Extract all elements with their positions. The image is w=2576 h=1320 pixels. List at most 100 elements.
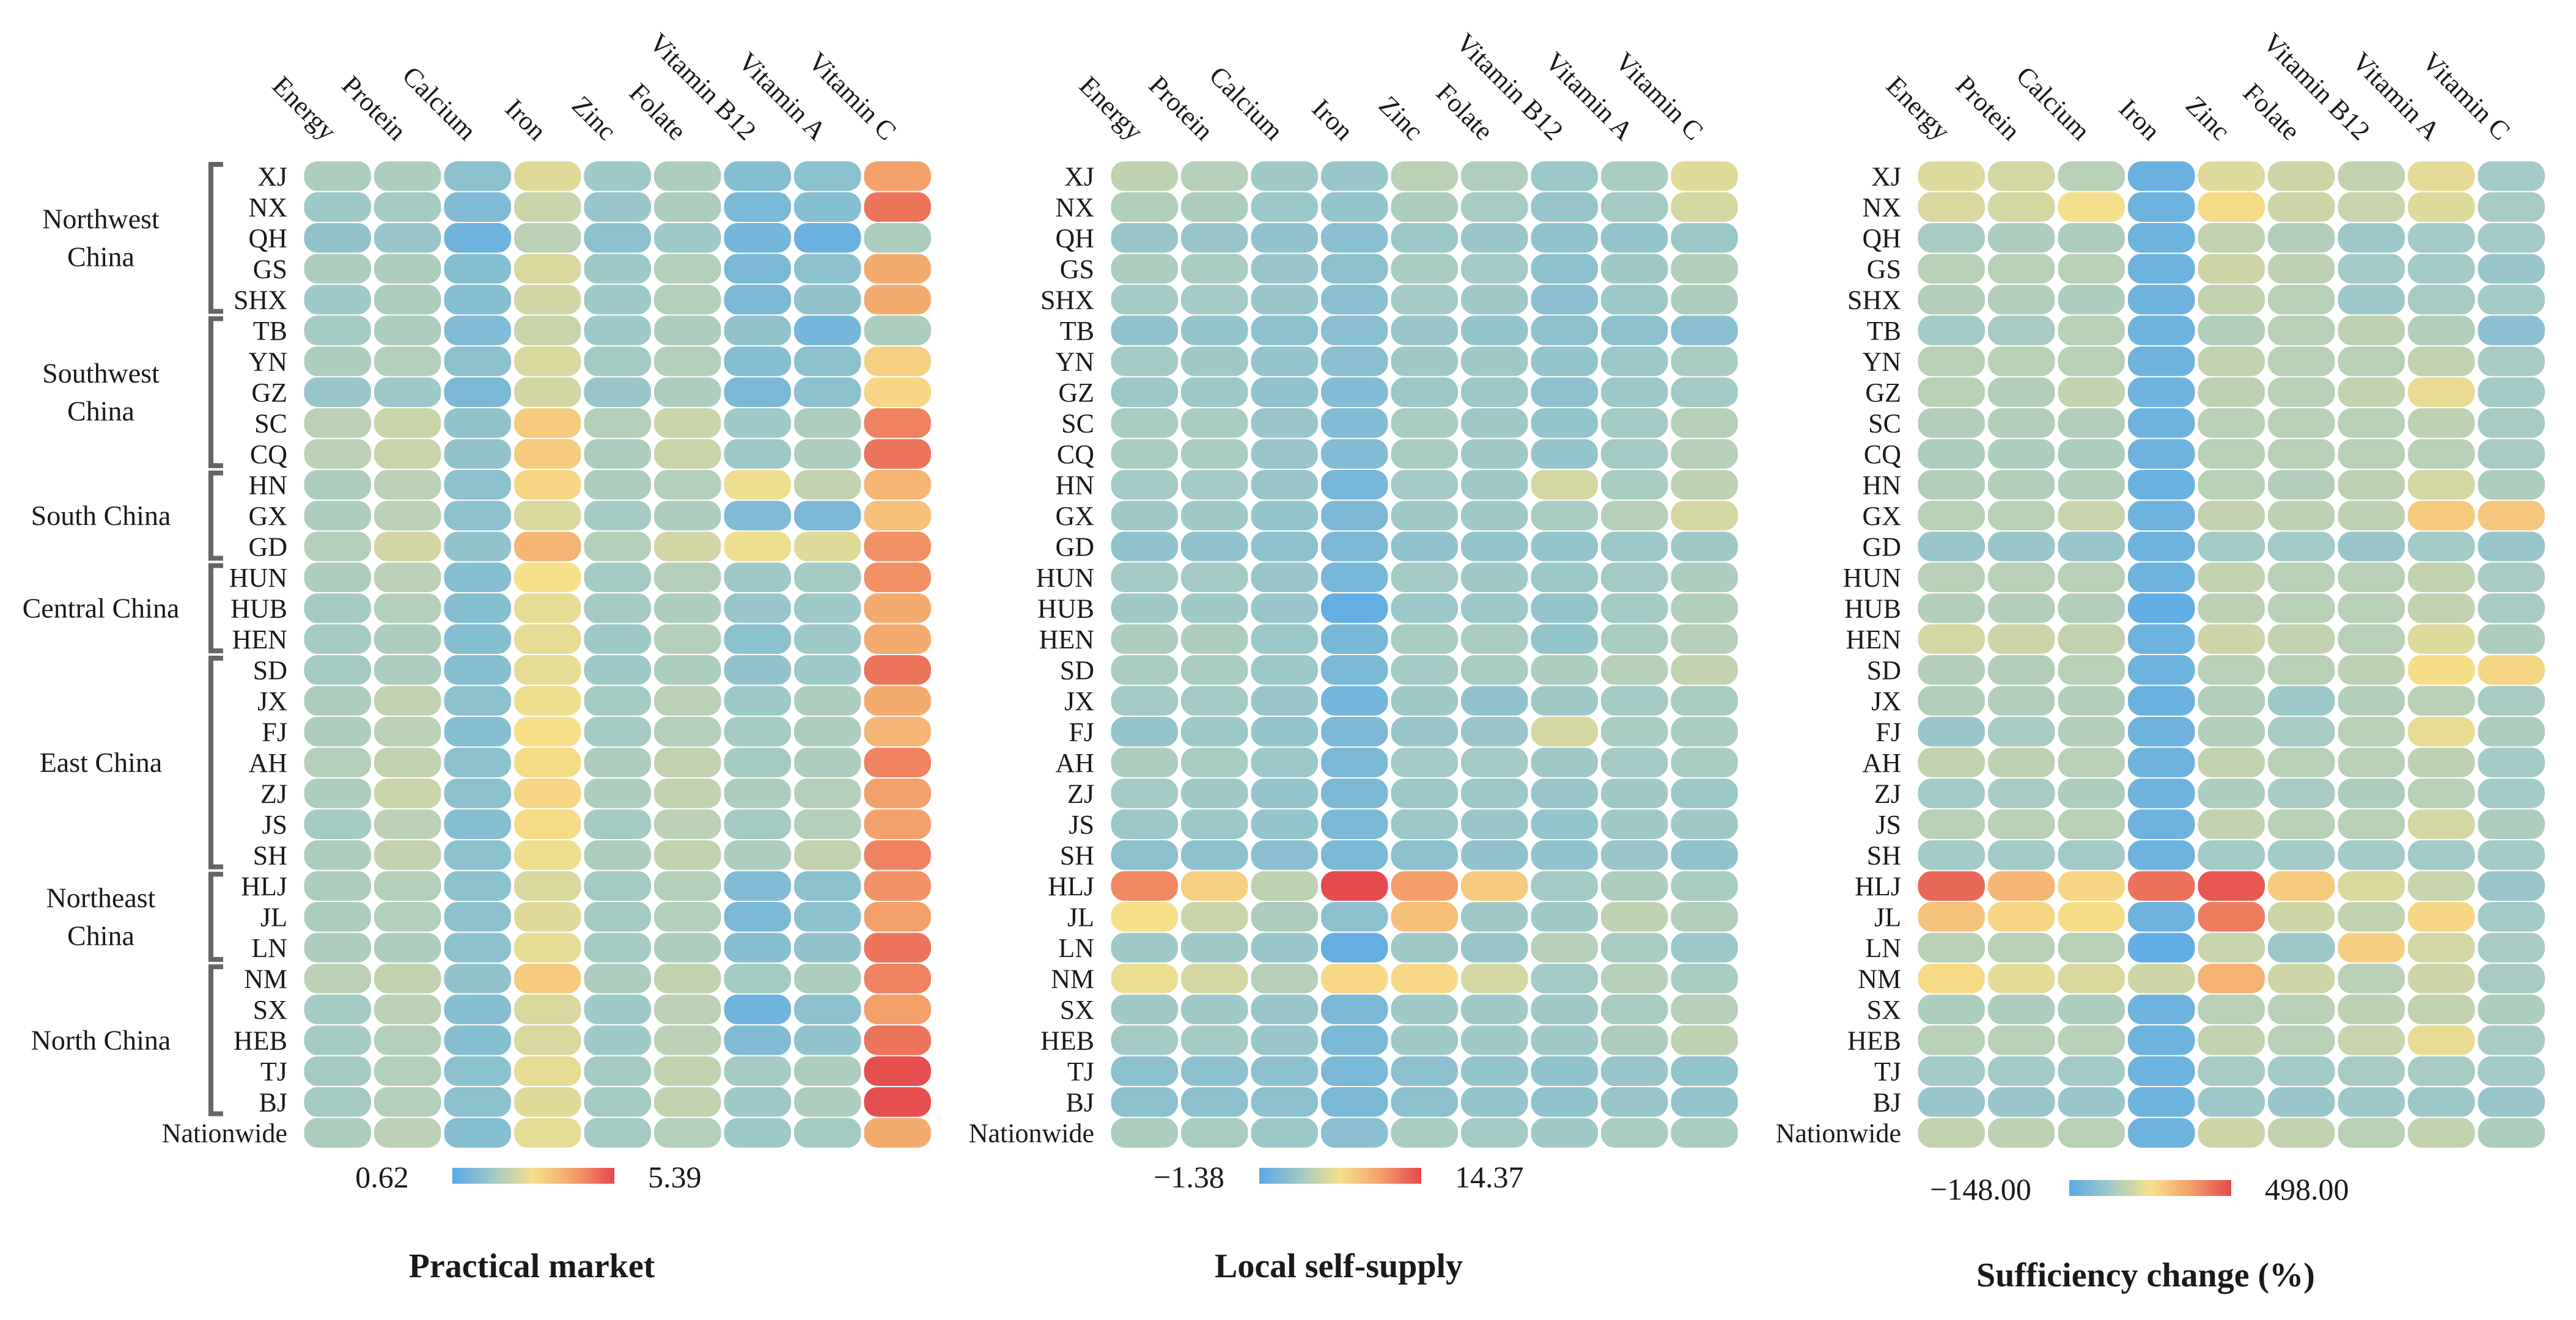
heatmap-cell	[1671, 532, 1738, 562]
heatmap-cell	[2478, 994, 2545, 1024]
heatmap-cell	[1321, 624, 1388, 654]
row-label: YN	[248, 346, 287, 376]
heatmap-cell	[1988, 871, 2055, 901]
heatmap-cell	[304, 501, 371, 530]
heatmap-cell	[304, 562, 371, 592]
heatmap-cell	[724, 346, 791, 376]
heatmap-cell	[2198, 161, 2265, 191]
row-label: NM	[244, 964, 287, 994]
heatmap-cell	[1181, 439, 1248, 469]
heatmap-cell	[1321, 871, 1388, 901]
heatmap-cell	[374, 346, 441, 376]
heatmap-cell	[1671, 1087, 1738, 1117]
heatmap-cell	[2338, 532, 2405, 562]
heatmap-cell	[1391, 840, 1458, 870]
heatmap-cell	[2338, 501, 2405, 530]
heatmap-cell	[794, 1118, 861, 1148]
heatmap-cell	[444, 285, 511, 315]
heatmap-cell	[2128, 377, 2195, 407]
heatmap-cell	[304, 994, 371, 1024]
heatmap-cell	[444, 902, 511, 932]
row-label: SX	[253, 995, 287, 1025]
heatmap-cell	[1111, 346, 1178, 376]
heatmap-cell	[1988, 994, 2055, 1024]
heatmap-cell	[1251, 192, 1318, 222]
heatmap-cell	[1918, 377, 1985, 407]
heatmap-cell	[1391, 346, 1458, 376]
heatmap-cell	[2128, 223, 2195, 253]
heatmap-cell	[584, 346, 651, 376]
heatmap-cell	[2128, 964, 2195, 994]
heatmap-cell	[2058, 192, 2125, 222]
heatmap-cell	[654, 686, 721, 716]
heatmap-cell	[1251, 1025, 1318, 1055]
heatmap-cell	[444, 377, 511, 407]
heatmap-cell	[864, 779, 931, 809]
row-label: TB	[1867, 316, 1901, 346]
heatmap-cell	[2058, 840, 2125, 870]
heatmap-cell	[1111, 562, 1178, 592]
row-label: SD	[1867, 655, 1901, 685]
heatmap-cell	[1321, 377, 1388, 407]
heatmap-cell	[1918, 1056, 1985, 1086]
heatmap-cell	[2268, 254, 2335, 284]
heatmap-cell	[1988, 717, 2055, 747]
heatmap-cell	[2268, 315, 2335, 345]
heatmap-cell	[1671, 809, 1738, 839]
heatmap-cell	[514, 285, 581, 315]
heatmap-cell	[584, 1025, 651, 1055]
heatmap-cell	[1918, 994, 1985, 1024]
heatmap-cell	[1111, 161, 1178, 191]
heatmap-cell	[1111, 470, 1178, 500]
heatmap-cell	[2198, 223, 2265, 253]
group-label: North China	[31, 1024, 171, 1055]
heatmap-cell	[2128, 655, 2195, 685]
heatmap-cell	[794, 747, 861, 777]
heatmap-cell	[2338, 809, 2405, 839]
heatmap-cell	[724, 408, 791, 438]
heatmap-cell	[1918, 315, 1985, 345]
heatmap-cell	[374, 717, 441, 747]
heatmap-cell	[1251, 655, 1318, 685]
heatmap-cell	[2058, 624, 2125, 654]
heatmap-cell	[584, 994, 651, 1024]
heatmap-cell	[1531, 285, 1598, 315]
heatmap-cell	[794, 161, 861, 191]
heatmap-cell	[1181, 871, 1248, 901]
heatmap-cell	[2128, 346, 2195, 376]
heatmap-cell	[2268, 779, 2335, 809]
column-label: Calcium	[2011, 61, 2096, 146]
heatmap-cell	[374, 1025, 441, 1055]
heatmap-cell	[304, 408, 371, 438]
heatmap-cell	[2338, 408, 2405, 438]
row-label: SHX	[234, 285, 287, 315]
heatmap-cell	[584, 593, 651, 623]
heatmap-cell	[654, 192, 721, 222]
heatmap-cell	[1988, 840, 2055, 870]
heatmap-cell	[1391, 717, 1458, 747]
heatmap-cell	[1918, 686, 1985, 716]
heatmap-cell	[2058, 1118, 2125, 1148]
heatmap-cell	[1391, 624, 1458, 654]
heatmap-cell	[1531, 686, 1598, 716]
row-label: SX	[1867, 995, 1901, 1025]
heatmap-cell	[864, 1118, 931, 1148]
group-label: East China	[40, 747, 163, 778]
heatmap-cell	[1531, 624, 1598, 654]
row-label: HEN	[1039, 625, 1094, 654]
heatmap-cell	[864, 933, 931, 963]
row-label: SD	[1060, 655, 1094, 685]
heatmap-cell	[1321, 470, 1388, 500]
heatmap-cell	[1251, 994, 1318, 1024]
row-label: HEN	[232, 625, 287, 654]
heatmap-cell	[724, 593, 791, 623]
heatmap-cell	[1531, 1025, 1598, 1055]
heatmap-cell	[1321, 254, 1388, 284]
heatmap-cell	[794, 624, 861, 654]
row-label: LN	[1058, 933, 1094, 963]
heatmap-cell	[864, 747, 931, 777]
heatmap-cell	[2338, 655, 2405, 685]
heatmap-cell	[2198, 747, 2265, 777]
heatmap-cell	[1531, 964, 1598, 994]
heatmap-cell	[2338, 840, 2405, 870]
